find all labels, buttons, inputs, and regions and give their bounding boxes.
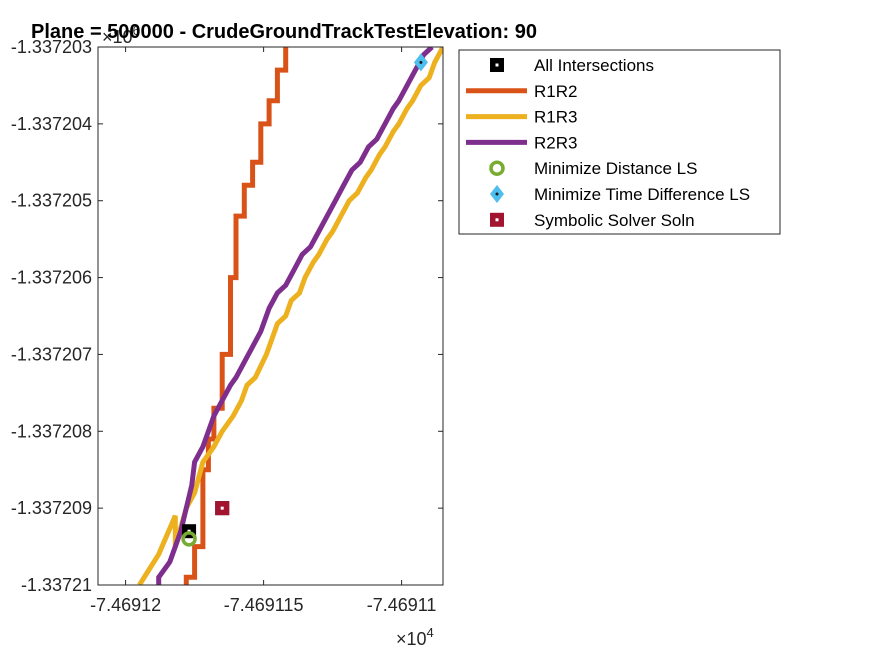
legend-swatch-symbolic-solver-soln-dot [495, 218, 499, 222]
y-tick-label: -1.33721 [21, 575, 92, 595]
legend-box [458, 49, 781, 235]
legend: All Intersections R1R2 R1R3 R2R3 Minimize Di… [458, 49, 781, 235]
y-exponent-label: ×106 [102, 23, 140, 47]
y-tick-label: -1.337208 [11, 421, 92, 441]
chart-title: Plane = 500000 - CrudeGroundTrackTestEle… [31, 21, 537, 43]
y-tick-label: -1.337209 [11, 498, 92, 518]
y-exponent-base: ×10 [102, 27, 133, 47]
legend-swatch-all-intersections-dot [495, 63, 499, 67]
series-line-r1r3 [137, 47, 443, 585]
axes-box [97, 46, 444, 586]
marker-minimize-distance-ls-0 [181, 531, 197, 547]
marker-minimize-time-difference-ls-0-dot [419, 60, 423, 64]
x-tick-label: -7.46912 [90, 595, 161, 615]
series-group [137, 47, 443, 585]
y-tick-label: -1.337203 [11, 37, 92, 57]
x-tick-label: -7.46911 [367, 595, 437, 615]
legend-label-minimize-time-difference-ls: Minimize Time Difference LS [534, 185, 750, 204]
series-line-r2r3 [156, 47, 434, 585]
marker-symbolic-solver-soln-0-dot [220, 506, 224, 510]
legend-label-r1r3: R1R3 [534, 108, 577, 127]
x-exponent-power: 4 [427, 625, 434, 640]
legend-label-symbolic-solver-soln: Symbolic Solver Soln [534, 211, 695, 230]
y-exponent-power: 6 [133, 23, 140, 38]
series-line-r1r2 [183, 47, 289, 585]
legend-label-r2r3: R2R3 [534, 133, 577, 152]
legend-label-minimize-distance-ls: Minimize Distance LS [534, 159, 697, 178]
plot-area [137, 47, 443, 585]
y-tick-label: -1.337204 [11, 114, 92, 134]
x-tick-label: -7.469115 [224, 595, 304, 615]
axes: -1.337203 -1.337204 -1.337205 -1.337206 -1.3… [11, 23, 444, 649]
legend-swatch-minimize-time-difference-ls-dot [495, 192, 499, 196]
legend-label-r1r2: R1R2 [534, 82, 577, 101]
y-tick-label: -1.337205 [11, 191, 92, 211]
legend-label-all-intersections: All Intersections [534, 56, 654, 75]
y-tick-label: -1.337207 [11, 344, 92, 364]
x-exponent-base: ×10 [396, 629, 427, 649]
y-tick-label: -1.337206 [11, 268, 92, 288]
x-exponent-label: ×104 [396, 625, 434, 649]
legend-swatch-minimize-distance-ls [489, 160, 505, 176]
